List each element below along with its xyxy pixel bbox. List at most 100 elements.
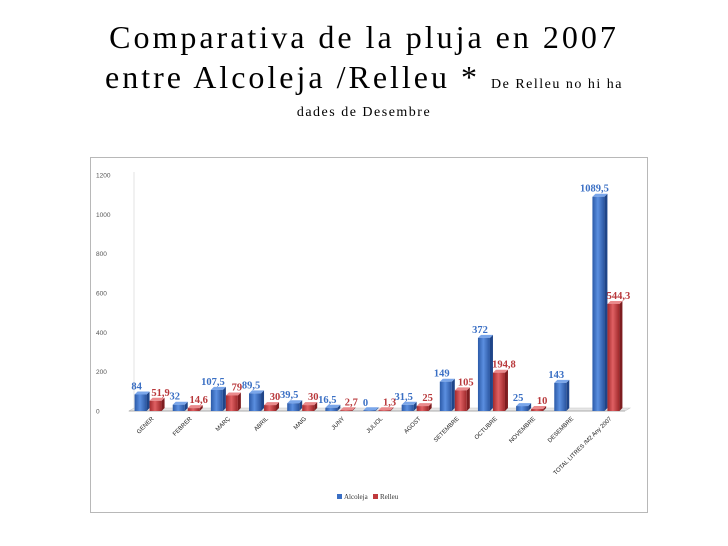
category-label: FEBRER (172, 416, 194, 438)
data-label: 1,3 (383, 398, 396, 409)
title-line-2-text: entre Alcoleja /Relleu * (105, 59, 480, 95)
bar-top (264, 402, 280, 406)
data-label: 0 (363, 398, 368, 409)
bar-side (413, 401, 417, 411)
bar-top (416, 403, 432, 407)
bar-alcoleja (592, 196, 605, 411)
data-label: 544,3 (607, 291, 631, 302)
bar-relleu (416, 406, 429, 411)
bar-top (225, 392, 241, 396)
bar-side (451, 378, 455, 411)
data-label: 39,5 (280, 390, 298, 401)
legend-swatch (373, 494, 378, 499)
bar-alcoleja (401, 404, 414, 411)
category-label: NOVEMBRE (509, 416, 538, 445)
bar-alcoleja (516, 406, 529, 411)
data-label: 14,6 (190, 395, 208, 406)
data-label: 2,7 (345, 397, 358, 408)
y-tick-label: 1200 (96, 173, 111, 180)
bar-top (210, 386, 226, 390)
legend-swatch (337, 494, 342, 499)
category-label: SETEMBRE (433, 416, 461, 444)
bar-side (299, 400, 303, 411)
category-label: MARÇ (215, 416, 232, 433)
bar-alcoleja (287, 403, 300, 411)
bar-top (134, 391, 150, 395)
bar-top (378, 407, 394, 411)
data-label: 372 (472, 325, 488, 336)
bar-top (592, 193, 608, 197)
bar-relleu (225, 395, 238, 411)
data-label: 16,5 (318, 395, 336, 406)
data-label: 51,9 (151, 388, 169, 399)
data-label: 31,5 (394, 392, 412, 403)
bar-top (287, 400, 303, 404)
bar-side (528, 403, 532, 411)
bar-side (261, 390, 265, 411)
bar-side (184, 401, 188, 411)
category-label: AGOST (403, 416, 422, 435)
bar-side (222, 386, 226, 411)
data-label: 194,8 (492, 360, 516, 371)
bar-side (489, 334, 493, 411)
bar-side (352, 407, 356, 411)
bar-side (390, 407, 394, 411)
bar-relleu (340, 410, 353, 411)
category-label: ABRIL (253, 416, 270, 433)
bar-top (249, 390, 265, 394)
bar-top (187, 405, 203, 409)
bar-top (554, 379, 570, 383)
bar-relleu (264, 405, 277, 411)
bar-alcoleja (172, 404, 185, 411)
bar-top (340, 407, 356, 411)
bar-side (146, 391, 150, 411)
y-tick-label: 200 (96, 369, 107, 376)
bar-side (619, 300, 623, 411)
bar-top (607, 300, 623, 304)
y-tick-label: 600 (96, 291, 107, 298)
bar-alcoleja (363, 410, 376, 411)
bar-top (363, 407, 379, 411)
data-label: 79 (232, 382, 243, 393)
bar-alcoleja (439, 381, 452, 411)
data-label: 1089,5 (580, 184, 609, 195)
title-note-b: dades de Desembre (296, 105, 432, 120)
category-label: JULIOL (366, 416, 385, 435)
bar-side (466, 387, 470, 411)
y-tick-label: 800 (96, 251, 107, 258)
bar-relleu (492, 372, 505, 411)
chart-frame: 0 200 400 600 800 1000 1200 84 51,9 32 14,6 107,5 7… (90, 157, 648, 513)
y-tick-label: 0 (96, 409, 100, 416)
bar-top (531, 406, 547, 410)
bar-top (302, 402, 318, 406)
bar-alcoleja (210, 389, 223, 411)
bar-alcoleja (134, 394, 147, 411)
bar-alcoleja (325, 407, 338, 411)
data-label: 10 (537, 396, 548, 407)
data-label: 25 (422, 393, 433, 404)
title-line-2: entre Alcoleja /Relleu * De Relleu no hi… (0, 58, 728, 104)
bar-top (439, 378, 455, 382)
slide-title: Comparativa de la pluja en 2007 entre Al… (0, 18, 728, 122)
category-label: DESEMBRE (547, 416, 575, 444)
category-label: GENER (136, 416, 156, 436)
data-label: 107,5 (201, 377, 225, 388)
data-label: 149 (434, 369, 450, 380)
bar-relleu (149, 400, 162, 411)
bar-top (172, 401, 188, 405)
bar-top (477, 334, 493, 338)
bar-side (428, 403, 432, 411)
bar-side (237, 392, 241, 411)
bar-relleu (607, 303, 620, 411)
bar-alcoleja (249, 393, 262, 411)
data-label: 25 (513, 393, 524, 404)
data-label: 32 (169, 392, 180, 403)
category-label: JUNY (331, 416, 346, 431)
bar-side (375, 407, 379, 411)
bar-relleu (187, 408, 200, 411)
bar-top (454, 387, 470, 391)
bar-side (604, 193, 608, 411)
bar-side (566, 379, 570, 411)
data-label: 89,5 (242, 380, 260, 391)
data-label: 143 (548, 370, 564, 381)
